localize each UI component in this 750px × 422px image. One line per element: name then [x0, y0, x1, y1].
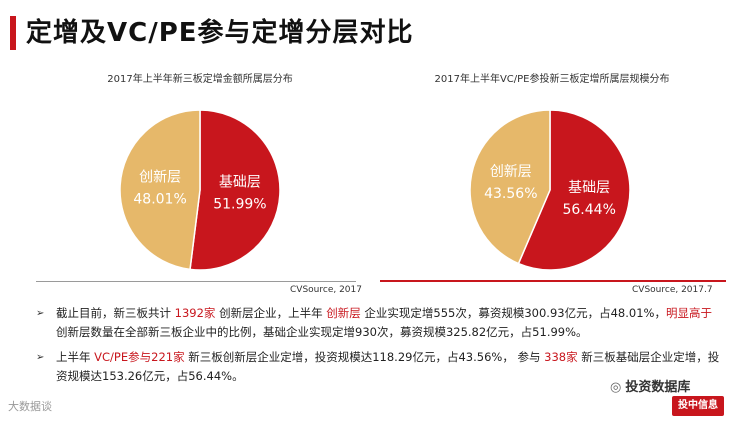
slice-label: 创新层: [490, 164, 532, 180]
watermark-text: 大数据谈: [8, 400, 52, 413]
wechat-account: ◎ 投资数据库: [610, 376, 690, 395]
slice-value: 51.99%: [213, 196, 266, 212]
divider-left: [36, 281, 356, 282]
body-text: 新三板创新层企业定增，投资规模达118.29亿元，占43.56%， 参与: [184, 350, 545, 364]
brand-badge: 投中信息: [672, 396, 724, 416]
highlight-text: 明显高于: [665, 306, 712, 320]
arrow-icon: ➢: [36, 352, 45, 363]
bullet-list: ➢ 截止目前，新三板共计 1392家 创新层企业，上半年 创新层 企业实现定增5…: [36, 304, 726, 392]
slice-label: 基础层: [568, 179, 610, 196]
bullet-text: 截止目前，新三板共计 1392家 创新层企业，上半年 创新层 企业实现定增555…: [56, 306, 712, 339]
chart-title-left: 2017年上半年新三板定增金额所属层分布: [107, 74, 293, 85]
pie-chart-right: 基础层 56.44% 创新层 43.56%: [469, 109, 631, 271]
body-text: 截止目前，新三板共计: [56, 306, 175, 320]
pie-slice-innovation: [119, 109, 201, 271]
body-text: 上半年: [56, 350, 95, 364]
arrow-icon: ➢: [36, 308, 45, 319]
pie-slice-basic: [189, 109, 281, 271]
bullet-item: ➢ 截止目前，新三板共计 1392家 创新层企业，上半年 创新层 企业实现定增5…: [36, 304, 726, 342]
slice-label: 创新层: [139, 170, 181, 186]
highlight-text: 338家: [544, 350, 578, 364]
highlight-text: 创新层: [326, 306, 361, 320]
pie-slice-innovation: [469, 109, 551, 265]
body-text: 创新层企业，上半年: [215, 306, 327, 320]
pie-slice-basic: [517, 109, 631, 271]
slice-value: 56.44%: [562, 202, 615, 218]
body-text: 创新层数量在全部新三板企业中的比例，基础企业实现定增930次，募资规模325.8…: [56, 325, 588, 339]
body-text: 新三板基础层企业定增，投资规模达153.26亿元，占56.44%。: [56, 350, 720, 383]
highlight-text: 1392家: [174, 306, 216, 320]
page-title: 定增及VC/PE参与定增分层对比: [26, 18, 414, 48]
highlight-text: VC/PE参与221家: [94, 350, 185, 364]
chart-title-right: 2017年上半年VC/PE参投新三板定增所属层规模分布: [434, 74, 670, 85]
title-accent-bar: [10, 16, 16, 50]
chart-source-right: CVSource, 2017.7: [632, 285, 713, 295]
wechat-icon: ◎: [610, 380, 622, 395]
chart-source-left: CVSource, 2017: [290, 285, 362, 295]
wechat-label: 投资数据库: [625, 380, 691, 395]
pie-chart-left: 基础层 51.99% 创新层 48.01%: [119, 109, 281, 271]
body-text: 企业实现定增555次，募资规模300.93亿元，占48.01%，: [360, 306, 666, 320]
divider-right: [380, 280, 726, 282]
slice-value: 48.01%: [133, 192, 186, 208]
slice-value: 43.56%: [484, 186, 537, 202]
slice-label: 基础层: [219, 173, 261, 190]
bullet-text: 上半年 VC/PE参与221家 新三板创新层企业定增，投资规模达118.29亿元…: [56, 350, 719, 383]
bullet-item: ➢ 上半年 VC/PE参与221家 新三板创新层企业定增，投资规模达118.29…: [36, 348, 726, 386]
